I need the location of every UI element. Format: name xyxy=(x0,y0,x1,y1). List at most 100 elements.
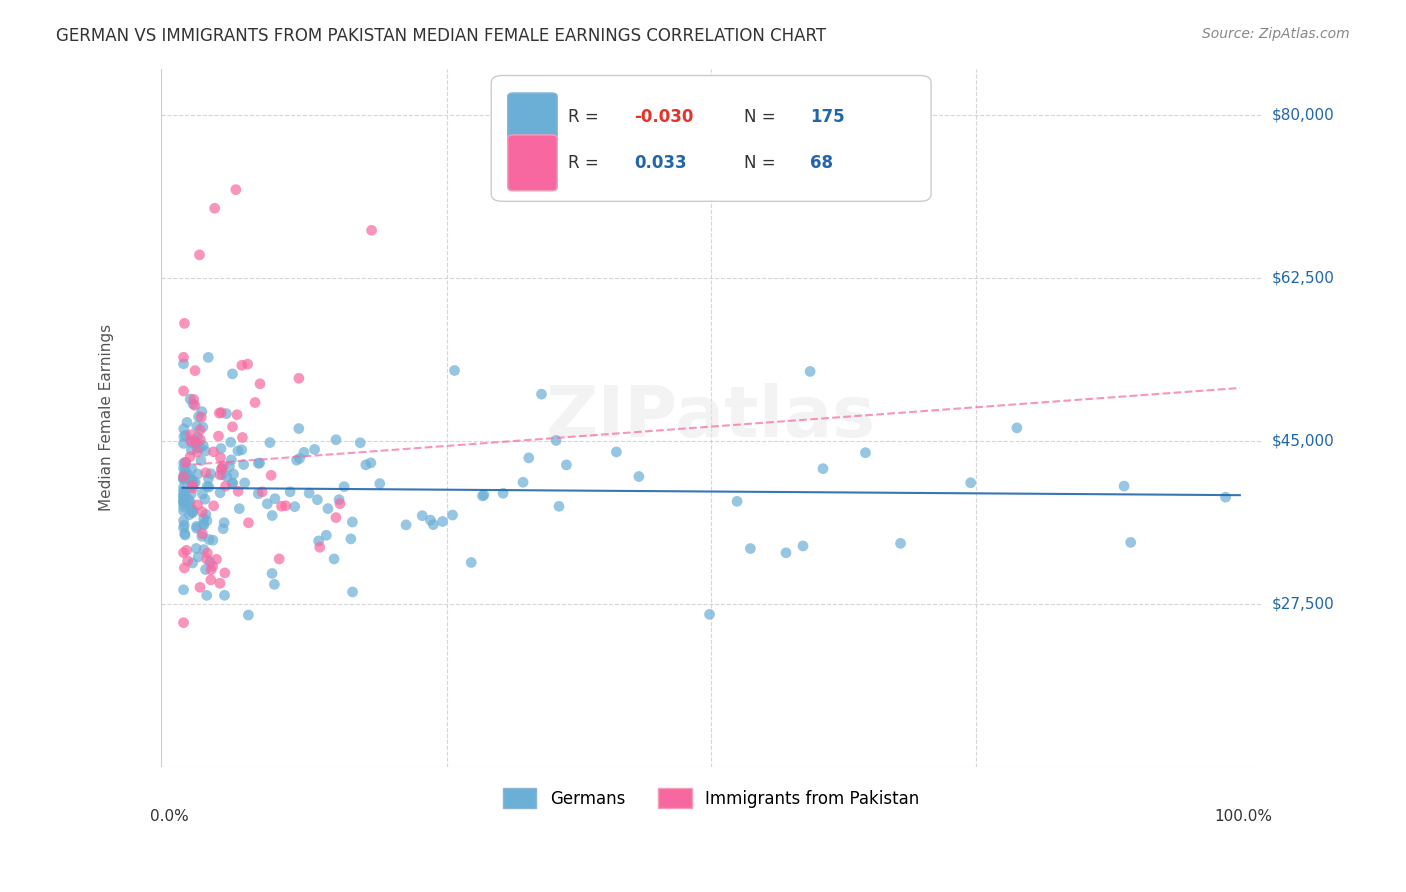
Point xyxy=(214,566,236,580)
Point xyxy=(360,456,382,470)
Point xyxy=(316,501,339,516)
Point xyxy=(179,472,201,486)
Point xyxy=(304,442,326,457)
Point xyxy=(262,508,284,523)
Point xyxy=(195,479,218,493)
Point xyxy=(200,563,222,577)
Point xyxy=(221,367,243,381)
Point xyxy=(215,469,238,483)
Point xyxy=(195,514,218,528)
Point xyxy=(204,201,226,215)
Point xyxy=(177,499,200,513)
Point xyxy=(232,458,254,472)
Text: R =: R = xyxy=(568,153,609,172)
Point xyxy=(231,359,253,373)
Point xyxy=(699,607,721,622)
Point xyxy=(191,505,214,519)
Point xyxy=(889,536,911,550)
Point xyxy=(173,461,195,475)
Point xyxy=(214,479,236,493)
Point xyxy=(1215,490,1237,504)
Legend: Germans, Immigrants from Pakistan: Germans, Immigrants from Pakistan xyxy=(496,781,927,814)
Text: 68: 68 xyxy=(810,153,834,172)
Point xyxy=(228,501,250,516)
Point xyxy=(173,467,195,482)
Point xyxy=(173,470,195,484)
Point xyxy=(226,443,249,458)
Point xyxy=(179,392,201,406)
Point xyxy=(180,471,202,485)
Point xyxy=(492,486,515,500)
Point xyxy=(775,546,797,560)
Point xyxy=(460,556,482,570)
Point xyxy=(173,357,195,371)
Point xyxy=(190,453,212,467)
Point xyxy=(179,450,201,464)
Point xyxy=(472,488,495,502)
Point xyxy=(173,384,195,398)
Point xyxy=(555,458,578,472)
Point xyxy=(512,475,534,490)
Point xyxy=(247,456,270,470)
Point xyxy=(236,357,259,371)
Point xyxy=(177,473,200,487)
Point xyxy=(411,508,433,523)
Point xyxy=(329,497,352,511)
Point xyxy=(205,552,228,566)
Text: ZIPatlas: ZIPatlas xyxy=(546,384,876,452)
Point xyxy=(212,516,235,530)
Point xyxy=(173,615,195,630)
Point xyxy=(250,484,273,499)
Point xyxy=(221,476,243,491)
Point xyxy=(193,511,215,525)
Point xyxy=(194,492,217,507)
Point xyxy=(340,532,363,546)
Point xyxy=(173,546,195,560)
Point xyxy=(256,497,278,511)
Text: 175: 175 xyxy=(810,109,845,127)
Text: Median Female Earnings: Median Female Earnings xyxy=(98,325,114,511)
Point xyxy=(1112,479,1135,493)
Point xyxy=(195,588,218,602)
Point xyxy=(208,467,231,482)
Point xyxy=(247,486,270,500)
Point xyxy=(173,518,195,533)
Point xyxy=(173,472,195,486)
Text: 100.0%: 100.0% xyxy=(1213,809,1272,824)
Point xyxy=(209,442,232,456)
Point xyxy=(792,539,814,553)
Point xyxy=(176,416,198,430)
Point xyxy=(181,556,204,570)
Point xyxy=(201,559,224,574)
Point xyxy=(173,456,195,470)
Point xyxy=(173,469,195,483)
Point xyxy=(959,475,981,490)
Point xyxy=(173,496,195,510)
Point xyxy=(174,455,197,469)
Point xyxy=(208,576,231,591)
Point xyxy=(284,500,307,514)
Point xyxy=(174,428,197,442)
Text: -0.030: -0.030 xyxy=(634,109,693,127)
Point xyxy=(740,541,762,556)
Point xyxy=(177,492,200,507)
Point xyxy=(173,470,195,484)
Point xyxy=(214,588,236,602)
Point xyxy=(200,467,222,481)
Point xyxy=(191,404,214,418)
Point xyxy=(215,407,238,421)
Point xyxy=(193,542,215,557)
Point xyxy=(180,427,202,442)
Point xyxy=(173,489,195,503)
FancyBboxPatch shape xyxy=(508,135,557,191)
Point xyxy=(193,518,215,533)
Point xyxy=(725,494,748,508)
Point xyxy=(191,529,214,543)
Point xyxy=(354,458,377,472)
Point xyxy=(187,467,209,481)
Point xyxy=(325,433,347,447)
Point xyxy=(221,419,243,434)
Point xyxy=(274,499,297,513)
Point xyxy=(181,481,204,495)
Point xyxy=(195,552,218,566)
